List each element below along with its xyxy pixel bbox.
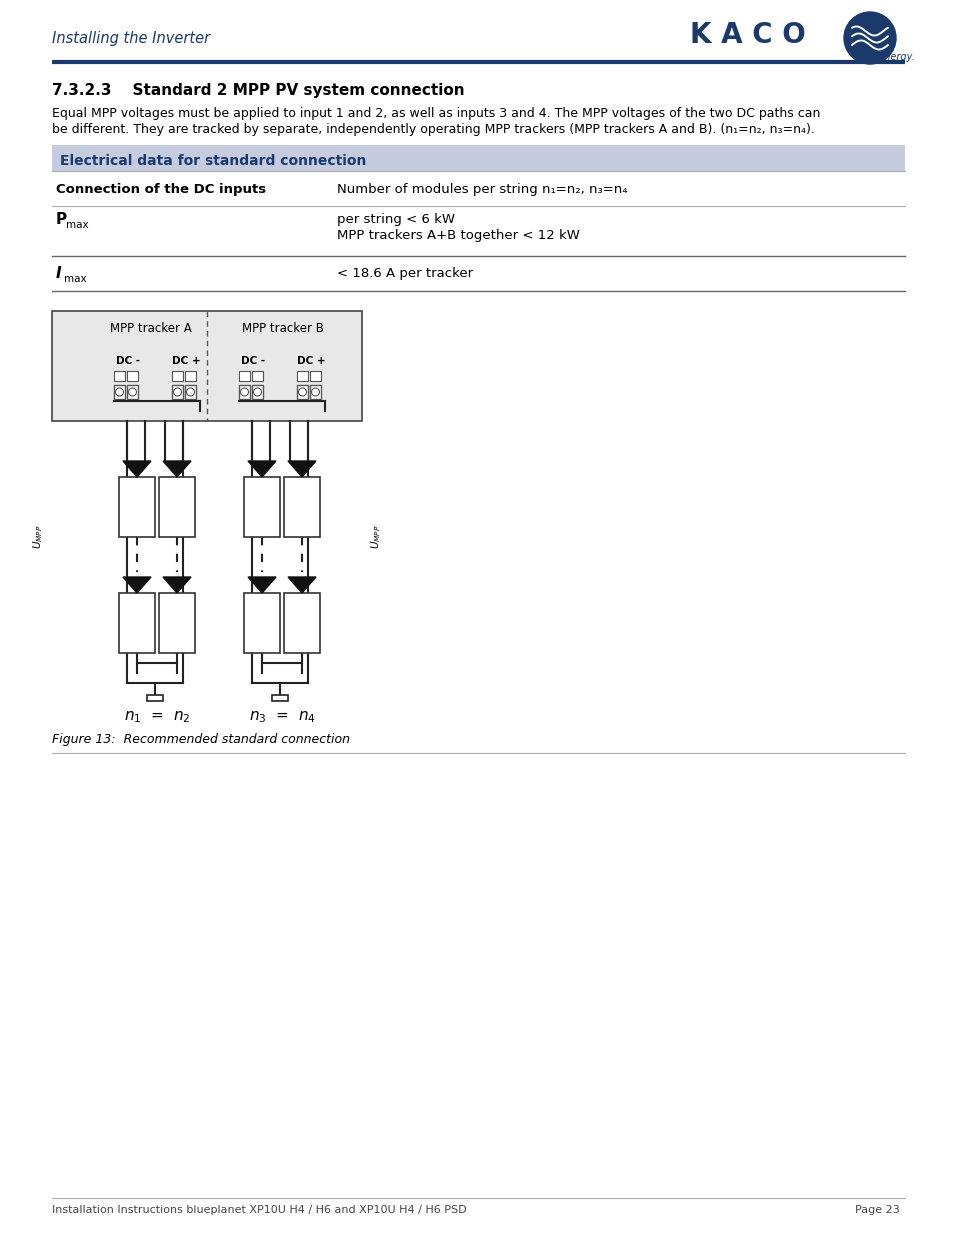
Bar <box>244 477 280 537</box>
Text: Figure 13:  Recommended standard connection: Figure 13: Recommended standard connecti… <box>52 732 350 746</box>
Bar <box>185 370 195 382</box>
Bar <box>127 370 138 382</box>
Bar <box>244 593 280 653</box>
Bar <box>52 311 361 421</box>
Text: < 18.6 A per tracker: < 18.6 A per tracker <box>336 268 473 280</box>
Bar <box>159 593 194 653</box>
Text: be different. They are tracked by separate, independently operating MPP trackers: be different. They are tracked by separa… <box>52 124 814 137</box>
Text: DC -: DC - <box>116 356 140 366</box>
Bar <box>172 385 183 399</box>
Text: Connection of the DC inputs: Connection of the DC inputs <box>56 183 266 195</box>
Text: Electrical data for standard connection: Electrical data for standard connection <box>60 154 366 168</box>
Text: per string < 6 kW: per string < 6 kW <box>336 214 455 226</box>
Circle shape <box>312 388 319 396</box>
Bar <box>239 385 250 399</box>
Bar <box>310 370 320 382</box>
Bar <box>310 385 320 399</box>
Text: I: I <box>56 267 62 282</box>
Polygon shape <box>288 461 315 477</box>
Bar <box>119 593 154 653</box>
Text: DC +: DC + <box>172 356 200 366</box>
Text: Installation Instructions blueplanet XP10U H4 / H6 and XP10U H4 / H6 PSD: Installation Instructions blueplanet XP1… <box>52 1205 466 1215</box>
Bar <box>272 695 288 701</box>
Bar <box>252 385 263 399</box>
Text: new energy.: new energy. <box>854 52 914 62</box>
Text: Page 23: Page 23 <box>854 1205 899 1215</box>
Text: DC +: DC + <box>296 356 325 366</box>
Text: Installing the Inverter: Installing the Inverter <box>52 31 210 46</box>
Polygon shape <box>288 577 315 593</box>
Circle shape <box>186 388 194 396</box>
Text: Number of modules per string n₁=n₂, n₃=n₄: Number of modules per string n₁=n₂, n₃=n… <box>336 183 627 195</box>
Bar <box>239 370 250 382</box>
Bar <box>147 695 163 701</box>
Polygon shape <box>123 461 151 477</box>
Circle shape <box>843 12 895 64</box>
Polygon shape <box>123 577 151 593</box>
Polygon shape <box>163 577 191 593</box>
Bar <box>296 385 308 399</box>
Bar <box>113 370 125 382</box>
Text: MPP trackers A+B together < 12 kW: MPP trackers A+B together < 12 kW <box>336 230 579 242</box>
Bar <box>159 477 194 537</box>
Text: 7.3.2.3    Standard 2 MPP PV system connection: 7.3.2.3 Standard 2 MPP PV system connect… <box>52 83 464 98</box>
Bar <box>284 477 319 537</box>
Bar <box>296 370 308 382</box>
Text: Equal MPP voltages must be applied to input 1 and 2, as well as inputs 3 and 4. : Equal MPP voltages must be applied to in… <box>52 107 820 121</box>
Text: DC -: DC - <box>241 356 265 366</box>
Bar <box>113 385 125 399</box>
Text: $U_{MPP}$: $U_{MPP}$ <box>31 525 45 550</box>
Circle shape <box>115 388 123 396</box>
Text: P: P <box>56 212 67 227</box>
Text: max: max <box>66 220 89 230</box>
Bar <box>252 370 263 382</box>
Circle shape <box>253 388 261 396</box>
Bar <box>172 370 183 382</box>
Text: max: max <box>64 274 87 284</box>
Polygon shape <box>163 461 191 477</box>
Text: $n_3$  =  $n_4$: $n_3$ = $n_4$ <box>249 709 315 725</box>
Polygon shape <box>248 461 275 477</box>
Bar <box>185 385 195 399</box>
Text: K A C O: K A C O <box>689 21 805 49</box>
Bar <box>284 593 319 653</box>
Text: $n_1$  =  $n_2$: $n_1$ = $n_2$ <box>124 709 190 725</box>
Circle shape <box>129 388 136 396</box>
Bar <box>119 477 154 537</box>
Bar <box>127 385 138 399</box>
Text: MPP tracker B: MPP tracker B <box>242 322 323 336</box>
Circle shape <box>173 388 181 396</box>
Bar <box>52 144 904 170</box>
Circle shape <box>298 388 306 396</box>
Polygon shape <box>248 577 275 593</box>
Text: $U_{MPP}$: $U_{MPP}$ <box>369 525 382 550</box>
Circle shape <box>240 388 248 396</box>
Text: MPP tracker A: MPP tracker A <box>110 322 192 336</box>
